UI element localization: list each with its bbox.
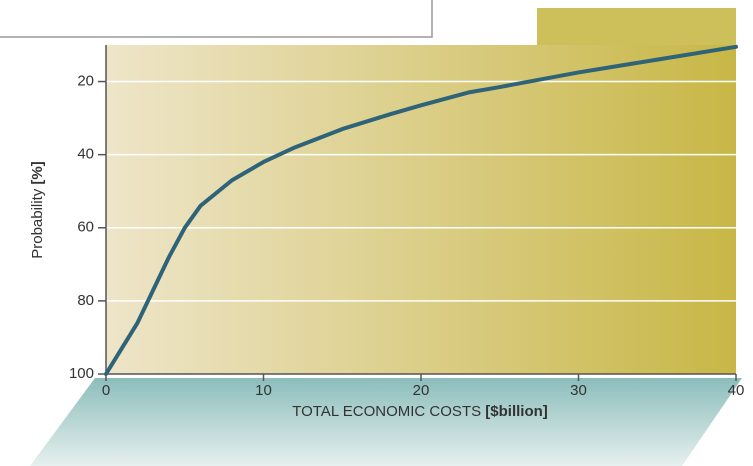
y-tick-label: 60 <box>77 219 94 236</box>
top-tab <box>537 8 736 48</box>
base-shape <box>30 378 742 466</box>
x-tick-label: 10 <box>255 382 272 399</box>
x-tick-label: 30 <box>570 382 587 399</box>
x-tick-label: 20 <box>413 382 430 399</box>
x-tick-label: 40 <box>728 382 745 399</box>
x-tick-label: 0 <box>102 382 110 399</box>
plot-area <box>106 45 736 374</box>
y-tick-label: 100 <box>69 365 94 382</box>
x-axis-label: TOTAL ECONOMIC COSTS [$billion] <box>292 403 548 420</box>
y-tick-label: 80 <box>77 292 94 309</box>
y-axis-label: Probability [%] <box>29 161 46 259</box>
legend-box <box>0 0 433 38</box>
y-tick-label: 20 <box>77 73 94 90</box>
y-tick-label: 40 <box>77 146 94 163</box>
line <box>104 44 738 376</box>
